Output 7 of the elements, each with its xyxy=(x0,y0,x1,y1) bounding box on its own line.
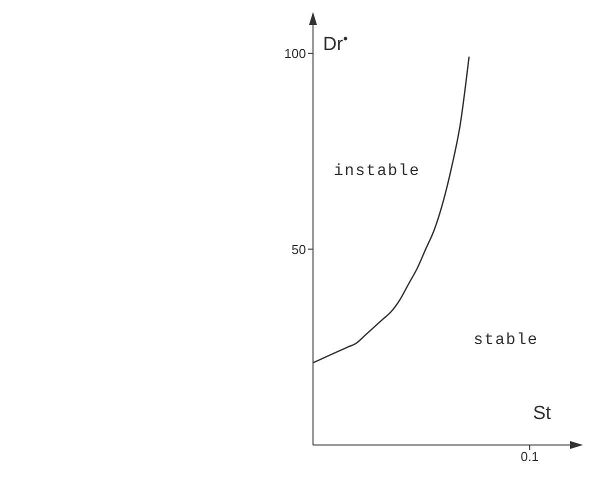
annotation: stable xyxy=(474,331,538,350)
x-axis-title: St xyxy=(533,403,552,424)
y-tick-label: 100 xyxy=(284,46,306,61)
y-tick-label: 50 xyxy=(292,242,306,257)
x-tick-label: 0.1 xyxy=(520,449,539,464)
annotation: instable xyxy=(334,162,420,180)
y-axis-title: Dr$^{•}$ xyxy=(323,30,348,55)
